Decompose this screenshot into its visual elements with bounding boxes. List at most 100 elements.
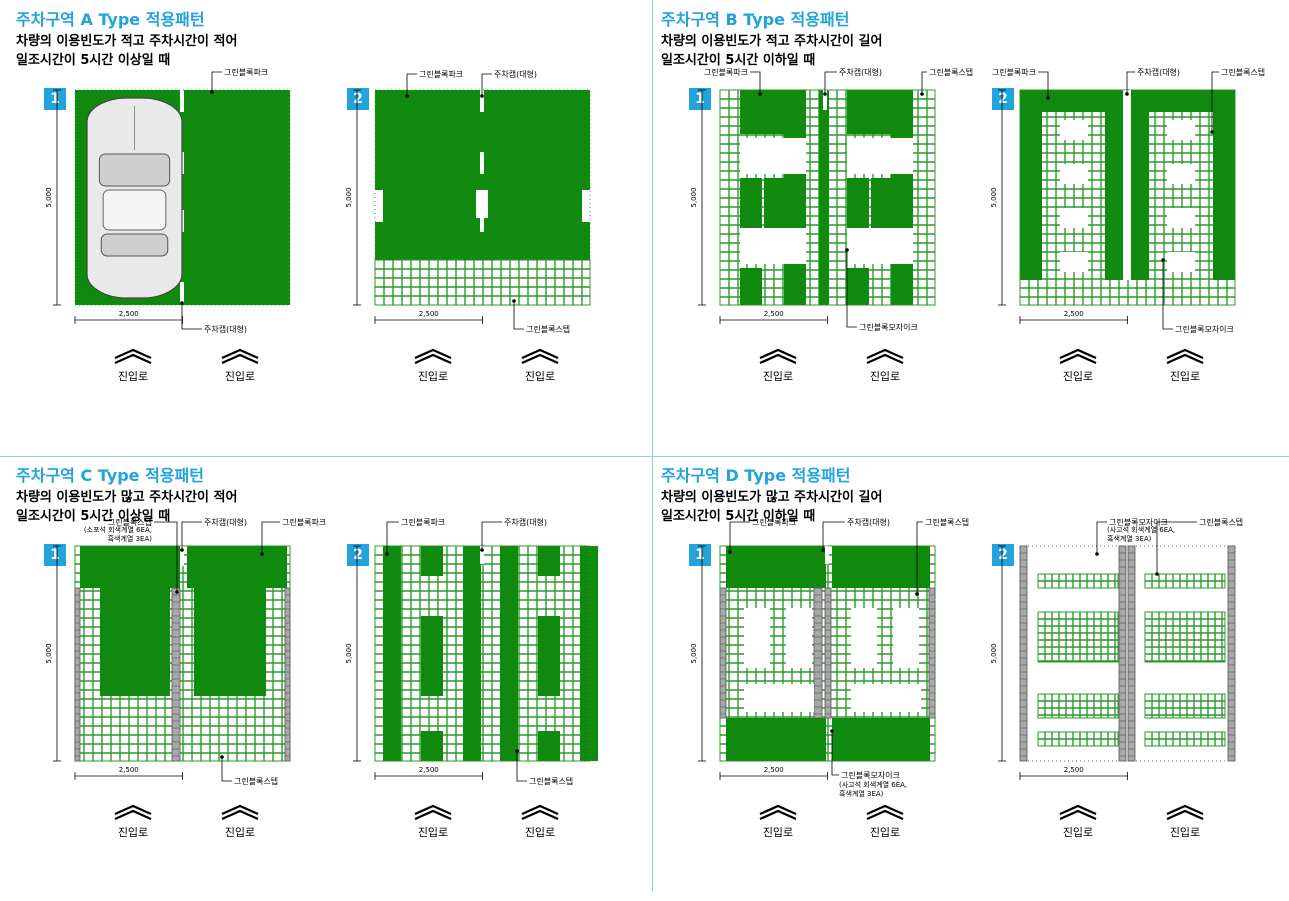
- badge-1: 1: [44, 88, 66, 110]
- green-turf: [819, 90, 829, 305]
- green-turf: [891, 90, 913, 305]
- vertical-divider: [652, 0, 653, 891]
- parking-stop: [1125, 90, 1129, 108]
- pattern-quadrant: 주차구역 C Type 적용패턴 차량의 이용빈도가 많고 주차시간이 적어 일조시…: [0, 456, 644, 901]
- entry-arrow-icon: [866, 804, 904, 816]
- label-parking-cap: 주차캡(대형): [847, 517, 890, 527]
- green-turf: [194, 588, 266, 696]
- green-turf: [847, 268, 869, 305]
- entry-road-label: 진입로: [870, 826, 900, 839]
- green-turf: [538, 731, 560, 761]
- entry-road-label: 진입로: [118, 826, 148, 839]
- description-line-2: 일조시간이 5시간 이상일 때: [16, 509, 171, 524]
- quadrant-title: 주차구역 B Type 적용패턴: [661, 10, 850, 29]
- quadrant-description: 차량의 이용빈도가 많고 주차시간이 길어 일조시간이 5시간 이하일 때: [661, 488, 882, 526]
- open-area: [851, 608, 877, 668]
- label-green-block-park: 그린블록파크: [992, 67, 1036, 77]
- gray-paver-strip: [824, 587, 832, 719]
- green-turf: [726, 546, 826, 588]
- label-green-block-mosaic: 그린블록모자이크: [1109, 517, 1168, 527]
- entry-road-label: 진입로: [525, 370, 555, 383]
- entry-arrow-icon: [866, 353, 904, 365]
- badge-1: 1: [689, 88, 711, 110]
- open-area: [1167, 164, 1195, 184]
- green-turf: [1105, 90, 1123, 280]
- entry-arrow-icon: [1059, 809, 1097, 821]
- label-green-block-step: 그린블록스텝: [1221, 67, 1265, 77]
- pattern-drawings: 그린블록스텝(소포석 회색계열 6EA,흑색계열 3EA)주차캡(대형) 그린블록…: [45, 517, 598, 839]
- height-dimension-label: 5,000: [690, 643, 698, 663]
- description-line-2: 일조시간이 5시간 이상일 때: [16, 53, 171, 68]
- green-turf: [568, 230, 590, 260]
- label-parking-cap: 주차캡(대형): [1137, 67, 1180, 77]
- parking-stop: [180, 90, 184, 112]
- label-parking-cap: 주차캡(대형): [494, 69, 537, 79]
- green-turf: [463, 546, 481, 761]
- entry-arrow-icon: [1166, 809, 1204, 821]
- green-turf: [375, 230, 397, 260]
- open-area: [1167, 252, 1195, 272]
- green-turf: [538, 546, 560, 576]
- gray-paver-strip: [928, 587, 936, 719]
- entry-road-label: 진입로: [418, 826, 448, 839]
- parking-stop: [480, 210, 484, 232]
- green-turf: [100, 588, 170, 696]
- boundary-outline: [1019, 89, 1236, 306]
- entry-arrow-icon: [414, 804, 452, 816]
- quadrant-description: 차량의 이용빈도가 적고 주차시간이 길어 일조시간이 5시간 이하일 때: [661, 32, 882, 70]
- boundary-outline: [374, 89, 591, 306]
- gray-paver-strip: [1019, 545, 1028, 762]
- open-area: [740, 138, 806, 174]
- open-area: [893, 608, 919, 668]
- gray-paver-strip: [813, 587, 823, 719]
- entry-arrow-icon: [1059, 348, 1097, 360]
- label-green-block-mosaic: 그린블록모자이크: [1175, 324, 1234, 334]
- entry-arrow-icon: [1166, 804, 1204, 816]
- green-turf: [847, 178, 869, 228]
- badge-2: 2: [347, 88, 369, 110]
- open-area: [582, 190, 590, 222]
- gray-paver-strip: [1127, 545, 1136, 762]
- parking-stop: [480, 90, 484, 112]
- entry-arrow-icon: [1059, 353, 1097, 365]
- open-area: [847, 138, 913, 174]
- boundary-outline: [374, 545, 591, 762]
- description-line-1: 차량의 이용빈도가 적고 주차시간이 적어: [16, 34, 238, 49]
- open-area: [786, 608, 812, 668]
- green-turf: [1131, 90, 1149, 280]
- horizontal-divider: [0, 456, 1289, 457]
- badge-1: 1: [44, 544, 66, 566]
- width-dimension-label: 2,500: [764, 766, 784, 774]
- open-area: [847, 228, 913, 264]
- open-area: [1167, 208, 1195, 228]
- badge-2: 2: [347, 544, 369, 566]
- width-dimension-label: 2,500: [419, 766, 439, 774]
- quadrant-title: 주차구역 D Type 적용패턴: [661, 466, 851, 485]
- green-turf: [463, 230, 495, 260]
- green-turf: [740, 268, 762, 305]
- height-dimension-label: 5,000: [345, 187, 353, 207]
- green-turf: [1213, 90, 1235, 280]
- label-green-block-step: 그린블록스텝: [925, 517, 969, 527]
- gray-paver-strip: [1118, 545, 1127, 762]
- label-green-block-step: 그린블록스텝: [929, 67, 973, 77]
- green-turf: [421, 546, 443, 576]
- green-turf: [580, 546, 598, 761]
- entry-arrow-icon: [759, 348, 797, 360]
- entry-road-label: 진입로: [225, 826, 255, 839]
- label-step-note-2: 흑색계열 3EA): [108, 534, 153, 543]
- open-area: [740, 228, 806, 264]
- description-line-1: 차량의 이용빈도가 많고 주차시간이 길어: [661, 490, 883, 505]
- green-turf: [421, 731, 443, 761]
- height-dimension-label: 5,000: [345, 643, 353, 663]
- entry-arrow-icon: [221, 809, 259, 821]
- width-dimension-label: 2,500: [119, 310, 139, 318]
- label-green-block-park: 그린블록파크: [224, 67, 268, 77]
- entry-arrow-icon: [114, 809, 152, 821]
- description-line-2: 일조시간이 5시간 이하일 때: [661, 53, 816, 68]
- entry-arrow-icon: [1166, 353, 1204, 365]
- height-dimension-label: 5,000: [45, 187, 53, 207]
